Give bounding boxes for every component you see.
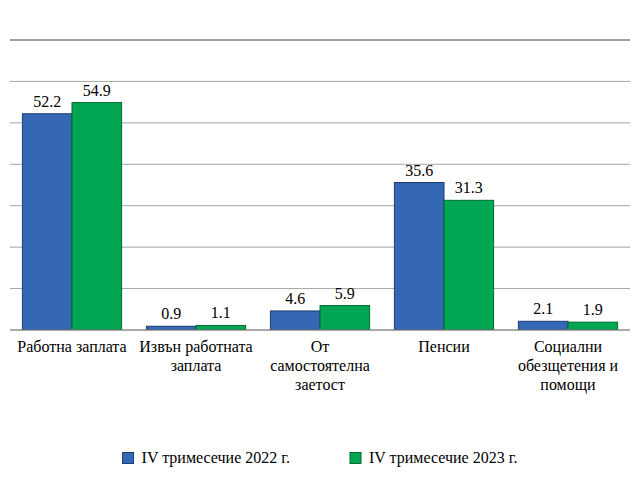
category-label: Работна заплата bbox=[17, 338, 126, 355]
bar bbox=[320, 306, 370, 330]
data-label: 52.2 bbox=[33, 93, 61, 110]
data-label: 4.6 bbox=[285, 290, 305, 307]
bar bbox=[444, 200, 494, 330]
category-label: Извън работнатазаплата bbox=[139, 338, 252, 374]
bar bbox=[72, 103, 122, 330]
legend: IV тримесечие 2022 г. IV тримесечие 2023 … bbox=[123, 449, 518, 467]
legend-swatch bbox=[123, 453, 134, 464]
bar bbox=[196, 325, 246, 330]
bar bbox=[270, 311, 320, 330]
legend-label: IV тримесечие 2022 г. bbox=[142, 449, 290, 467]
chart-root: 52.2 0.9 4.6 35.6 2.1 54.9 1.1 5.9 31.3 1.9 Работн… bbox=[0, 0, 640, 480]
data-label: 31.3 bbox=[455, 179, 483, 196]
category-label: Пенсии bbox=[418, 338, 470, 355]
x-axis bbox=[10, 330, 630, 331]
grid-line bbox=[10, 330, 630, 331]
data-label: 1.1 bbox=[211, 304, 231, 321]
legend-label: IV тримесечие 2023 г. bbox=[369, 449, 517, 467]
data-label: 0.9 bbox=[161, 305, 181, 322]
data-label: 35.6 bbox=[405, 162, 433, 179]
chart: 52.2 0.9 4.6 35.6 2.1 54.9 1.1 5.9 31.3 1.9 Работн… bbox=[0, 0, 640, 480]
data-label: 54.9 bbox=[83, 82, 111, 99]
background bbox=[0, 0, 640, 480]
data-label: 1.9 bbox=[583, 301, 603, 318]
bar bbox=[146, 326, 196, 330]
legend-swatch bbox=[350, 453, 361, 464]
bar bbox=[518, 321, 568, 330]
data-labels: 52.2 0.9 4.6 35.6 2.1 54.9 1.1 5.9 31.3 1.9 bbox=[33, 82, 603, 323]
bar bbox=[22, 114, 72, 330]
grid-line bbox=[10, 40, 630, 41]
bars bbox=[22, 103, 617, 330]
bar bbox=[394, 183, 444, 330]
data-label: 5.9 bbox=[335, 285, 355, 302]
category-label: Отсамостоятелназаетост bbox=[270, 338, 370, 393]
bar bbox=[568, 322, 618, 330]
data-label: 2.1 bbox=[533, 300, 553, 317]
category-label: Социалниобезщетения ипомощи bbox=[518, 338, 619, 394]
